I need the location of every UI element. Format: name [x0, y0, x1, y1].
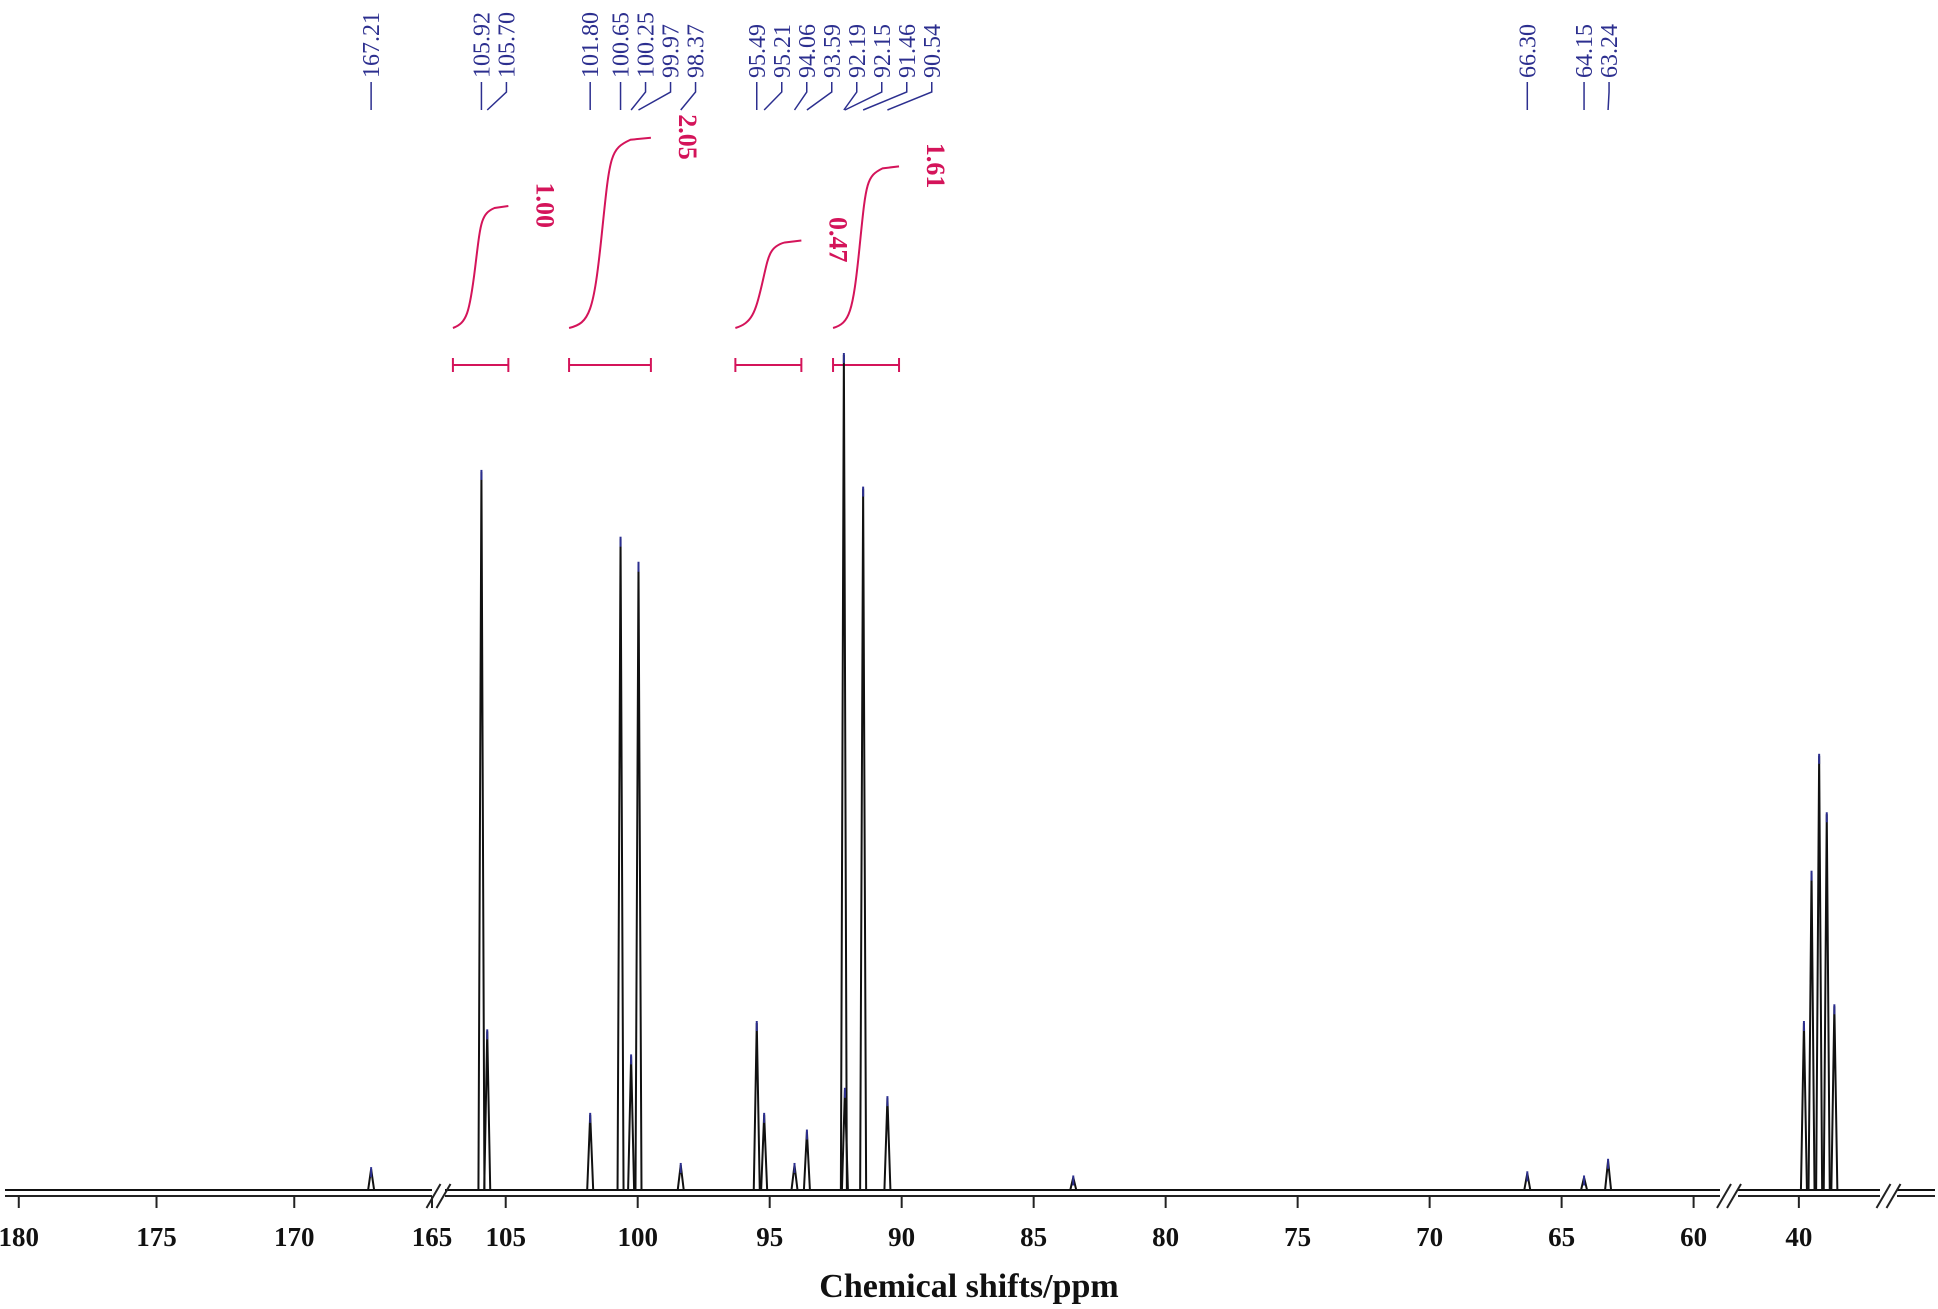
peak-label: 63.24: [1597, 24, 1623, 78]
peak-label: 105.70: [494, 12, 520, 78]
x-tick-label: 60: [1680, 1222, 1707, 1252]
spectrum-peak: [1830, 1006, 1839, 1191]
x-axis-label: Chemical shifts/ppm: [819, 1268, 1118, 1305]
peak-label: 95.21: [770, 24, 796, 78]
spectrum-peak: [1822, 814, 1831, 1191]
peak-label-leader: [843, 82, 858, 111]
axis-break-mark: [1726, 1183, 1742, 1209]
peak-label: 95.49: [745, 24, 771, 78]
integral-value: 2.05: [673, 114, 702, 160]
peak-label: 99.97: [659, 24, 685, 78]
x-tick-label: 105: [485, 1222, 526, 1252]
peak-label: 66.30: [1515, 24, 1541, 78]
spectrum-peak: [627, 1056, 636, 1191]
peak-label-leader: [486, 82, 508, 111]
spectrum-peak: [1799, 1022, 1808, 1191]
spectrum-peak: [839, 354, 848, 1191]
axis-break-mark: [1875, 1183, 1892, 1209]
spectrum-peak: [634, 563, 643, 1191]
peak-label-leader: [806, 82, 833, 111]
axis-break-mark: [435, 1183, 452, 1209]
spectrum-peak: [760, 1114, 769, 1191]
x-tick-label: 165: [412, 1222, 453, 1252]
x-tick-label: 90: [888, 1222, 915, 1252]
integral-curve: [735, 239, 802, 329]
peak-label: 90.54: [920, 24, 946, 78]
x-tick-label: 170: [274, 1222, 315, 1252]
peak-label-leader: [844, 82, 883, 111]
peak-labels: 167.21 105.92 105.70 101.80 100.65 100.25 99.9…: [359, 12, 1623, 111]
peak-label: 101.80: [578, 12, 604, 78]
peak-label-leader: [638, 82, 672, 111]
x-tick-label: 65: [1548, 1222, 1575, 1252]
peak-label-leader: [763, 82, 783, 111]
axis-break-mark: [1716, 1183, 1732, 1209]
x-axis: 180 175 170 165 105 100 95 90 85 80 75 70 65 60 40: [0, 1183, 1935, 1252]
integral-curve: [568, 136, 651, 329]
peak-label: 100.25: [634, 12, 660, 78]
integral-value: 0.47: [823, 217, 852, 263]
peak-label-leader: [630, 82, 647, 111]
x-tick-label: 180: [0, 1222, 39, 1252]
peak-label: 92.15: [870, 24, 896, 78]
x-tick-label: 95: [756, 1222, 783, 1252]
peak-label-leader: [862, 82, 908, 111]
peak-label: 100.65: [609, 12, 635, 78]
peak-label-leader: [1607, 82, 1610, 111]
peak-label: 91.46: [895, 24, 921, 78]
peak-label: 98.37: [684, 24, 710, 78]
axis-break-mark: [425, 1183, 442, 1209]
spectrum-peak: [1815, 755, 1824, 1191]
peak-label: 167.21: [359, 12, 385, 78]
spectrum-peak: [586, 1114, 595, 1191]
x-tick-label: 100: [617, 1222, 658, 1252]
peak-label: 64.15: [1572, 24, 1598, 78]
axis-break-mark: [1885, 1183, 1902, 1209]
x-tick-label: 40: [1785, 1222, 1812, 1252]
spectrum-trace: [5, 353, 1935, 1191]
x-tick-label: 70: [1416, 1222, 1443, 1252]
spectrum-peak: [477, 471, 486, 1191]
spectrum-peak: [616, 538, 625, 1191]
spectrum-peak: [859, 488, 868, 1191]
spectrum-peak: [883, 1098, 892, 1191]
peak-label: 92.19: [845, 24, 871, 78]
x-tick-label: 75: [1284, 1222, 1311, 1252]
integral-curve: [452, 205, 509, 329]
spectrum-peak: [752, 1022, 761, 1191]
integral-value: 1.00: [530, 183, 559, 229]
integral-value: 1.61: [921, 143, 950, 189]
peak-label: 94.06: [795, 24, 821, 78]
x-tick-label: 85: [1020, 1222, 1047, 1252]
peak-label-leader: [793, 82, 808, 111]
peak-label-leader: [887, 82, 933, 111]
x-tick-label: 80: [1152, 1222, 1179, 1252]
x-tick-label: 175: [136, 1222, 177, 1252]
peak-label: 93.59: [820, 24, 846, 78]
spectrum-peak: [483, 1031, 492, 1191]
peak-label: 105.92: [469, 12, 495, 78]
integral-curve: [832, 165, 900, 329]
peak-label-leader: [680, 82, 697, 111]
spectrum-peak: [1807, 872, 1816, 1191]
spectrum-peak: [802, 1131, 811, 1191]
integral-curves: 1.00 2.05 0.47 1.61: [451, 114, 950, 372]
